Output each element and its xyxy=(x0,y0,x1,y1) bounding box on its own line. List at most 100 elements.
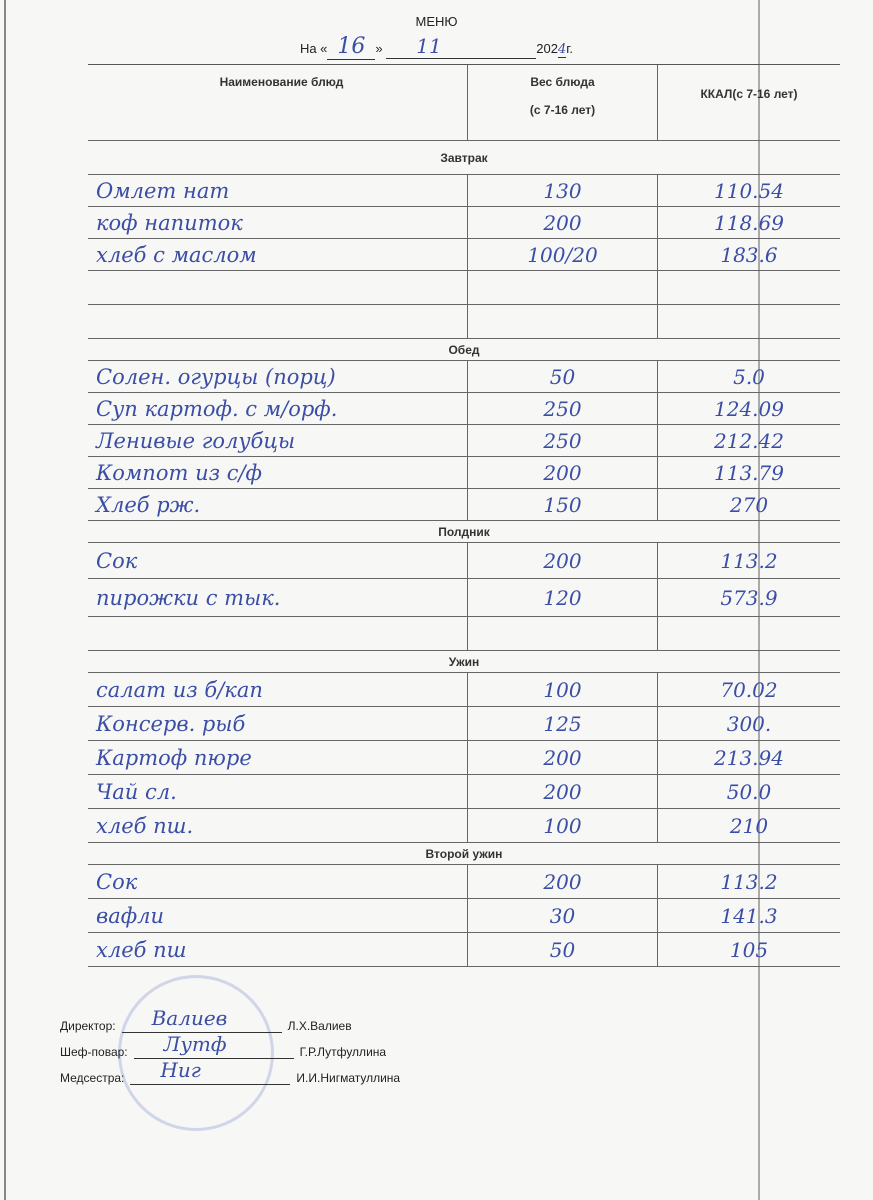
handwritten-signature: Ниг xyxy=(160,1058,201,1082)
date-mid: » xyxy=(375,41,383,56)
table-row: хлеб пш 50 105 xyxy=(88,933,840,967)
dish-weight: 150 xyxy=(468,489,658,520)
section-title: Второй ужин xyxy=(425,846,503,861)
signatory-name: Г.Р.Лутфуллина xyxy=(299,1045,387,1059)
dish-weight xyxy=(468,617,658,650)
dish-kcal: 300. xyxy=(726,711,772,736)
section-header: Ужин xyxy=(88,651,840,673)
page-title: МЕНЮ xyxy=(415,14,458,29)
scan-edge xyxy=(4,0,6,1200)
signature-field: Лутф xyxy=(133,1032,294,1059)
dish-weight: 125 xyxy=(468,707,658,740)
table-row: Солен. огурцы (порц) 50 5.0 xyxy=(88,361,840,393)
dish-name: Консерв. рыб xyxy=(88,707,468,740)
dish-kcal: 270 xyxy=(729,492,769,517)
table-row: Омлет нат 130 110.54 xyxy=(88,175,840,207)
signature-field: Валиев xyxy=(121,1006,282,1033)
dish-kcal xyxy=(658,271,840,304)
table-row: Компот из с/ф 200 113.79 xyxy=(88,457,840,489)
table-row xyxy=(88,305,840,339)
dish-name: Суп картоф. с м/орф. xyxy=(88,393,468,424)
section-header: Полдник xyxy=(88,521,840,543)
dish-name: Сок xyxy=(88,865,468,898)
signatory-name: И.И.Нигматуллина xyxy=(296,1071,401,1085)
signature-role: Медсестра: xyxy=(60,1071,125,1085)
dish-kcal xyxy=(658,617,840,650)
dish-name: пирожки с тык. xyxy=(88,579,468,616)
date-line: На «16» 11 2024г. xyxy=(0,34,873,60)
signature-role: Директор: xyxy=(60,1019,116,1033)
dish-kcal: 213.94 xyxy=(714,745,784,770)
dish-weight: 200 xyxy=(468,457,658,488)
table-row: Картоф пюре 200 213.94 xyxy=(88,741,840,775)
dish-name: Компот из с/ф xyxy=(88,457,468,488)
dish-kcal: 118.69 xyxy=(714,210,784,235)
dish-kcal: 70.02 xyxy=(720,677,778,702)
dish-weight: 250 xyxy=(468,393,658,424)
dish-name: Ленивые голубцы xyxy=(88,425,468,456)
dish-kcal: 105 xyxy=(729,937,769,962)
dish-weight: 250 xyxy=(468,425,658,456)
signature-line: Медсестра: Ниг И.И.Нигматуллина xyxy=(60,1058,401,1085)
year-digit: 4 xyxy=(557,42,567,58)
dish-kcal xyxy=(658,305,840,338)
table-row: Хлеб рж. 150 270 xyxy=(88,489,840,521)
dish-weight: 30 xyxy=(468,899,658,932)
table-row: Сок 200 113.2 xyxy=(88,865,840,899)
dish-weight: 120 xyxy=(468,579,658,616)
dish-weight: 100 xyxy=(468,809,658,842)
table-row: Ленивые голубцы 250 212.42 xyxy=(88,425,840,457)
stamp-seal xyxy=(118,975,274,1131)
dish-name: салат из б/кап xyxy=(88,673,468,706)
dish-weight: 130 xyxy=(468,175,658,206)
dish-kcal: 113.2 xyxy=(720,869,778,894)
dish-name: Солен. огурцы (порц) xyxy=(88,361,468,392)
dish-kcal: 210 xyxy=(729,813,769,838)
dish-name: хлеб пш. xyxy=(88,809,468,842)
dish-kcal: 50.0 xyxy=(726,779,772,804)
signature-line: Шеф-повар: Лутф Г.Р.Лутфуллина xyxy=(60,1032,387,1059)
table-row: Чай сл. 200 50.0 xyxy=(88,775,840,809)
table-row: Суп картоф. с м/орф. 250 124.09 xyxy=(88,393,840,425)
scan-fold-line xyxy=(758,0,760,1200)
table-row xyxy=(88,617,840,651)
dish-name: Омлет нат xyxy=(88,175,468,206)
dish-kcal: 5.0 xyxy=(733,364,765,389)
table-row: хлеб с маслом 100/20 183.6 xyxy=(88,239,840,271)
dish-weight xyxy=(468,271,658,304)
dish-name xyxy=(88,617,468,650)
col-weight: Вес блюда (с 7-16 лет) xyxy=(468,65,658,140)
dish-name: хлеб с маслом xyxy=(88,239,468,270)
dish-kcal: 110.54 xyxy=(714,178,784,203)
dish-kcal: 212.42 xyxy=(714,428,784,453)
dish-weight xyxy=(468,305,658,338)
date-day: 16 xyxy=(327,34,376,60)
handwritten-signature: Лутф xyxy=(163,1032,227,1056)
dish-kcal: 183.6 xyxy=(720,242,778,267)
col-weight-label: Вес блюда xyxy=(530,75,595,89)
dish-weight: 100/20 xyxy=(468,239,658,270)
col-name: Наименование блюд xyxy=(88,65,468,140)
year-prefix: 202 xyxy=(536,41,558,56)
section-header: Завтрак xyxy=(88,141,840,175)
table-row: хлеб пш. 100 210 xyxy=(88,809,840,843)
dish-kcal: 573.9 xyxy=(720,585,778,610)
dish-weight: 50 xyxy=(468,361,658,392)
table-row: коф напиток 200 118.69 xyxy=(88,207,840,239)
dish-name: Картоф пюре xyxy=(88,741,468,774)
dish-weight: 50 xyxy=(468,933,658,966)
handwritten-signature: Валиев xyxy=(151,1006,228,1030)
table-row: Сок 200 113.2 xyxy=(88,543,840,579)
dish-weight: 200 xyxy=(468,741,658,774)
table-row: Консерв. рыб 125 300. xyxy=(88,707,840,741)
table-header: Наименование блюд Вес блюда (с 7-16 лет)… xyxy=(88,65,840,141)
dish-weight: 200 xyxy=(468,775,658,808)
dish-weight: 100 xyxy=(468,673,658,706)
signature-role: Шеф-повар: xyxy=(60,1045,128,1059)
dish-name xyxy=(88,271,468,304)
date-month: 11 xyxy=(386,34,537,59)
dish-kcal: 141.3 xyxy=(720,903,778,928)
section-header: Второй ужин xyxy=(88,843,840,865)
dish-kcal: 124.09 xyxy=(714,396,784,421)
